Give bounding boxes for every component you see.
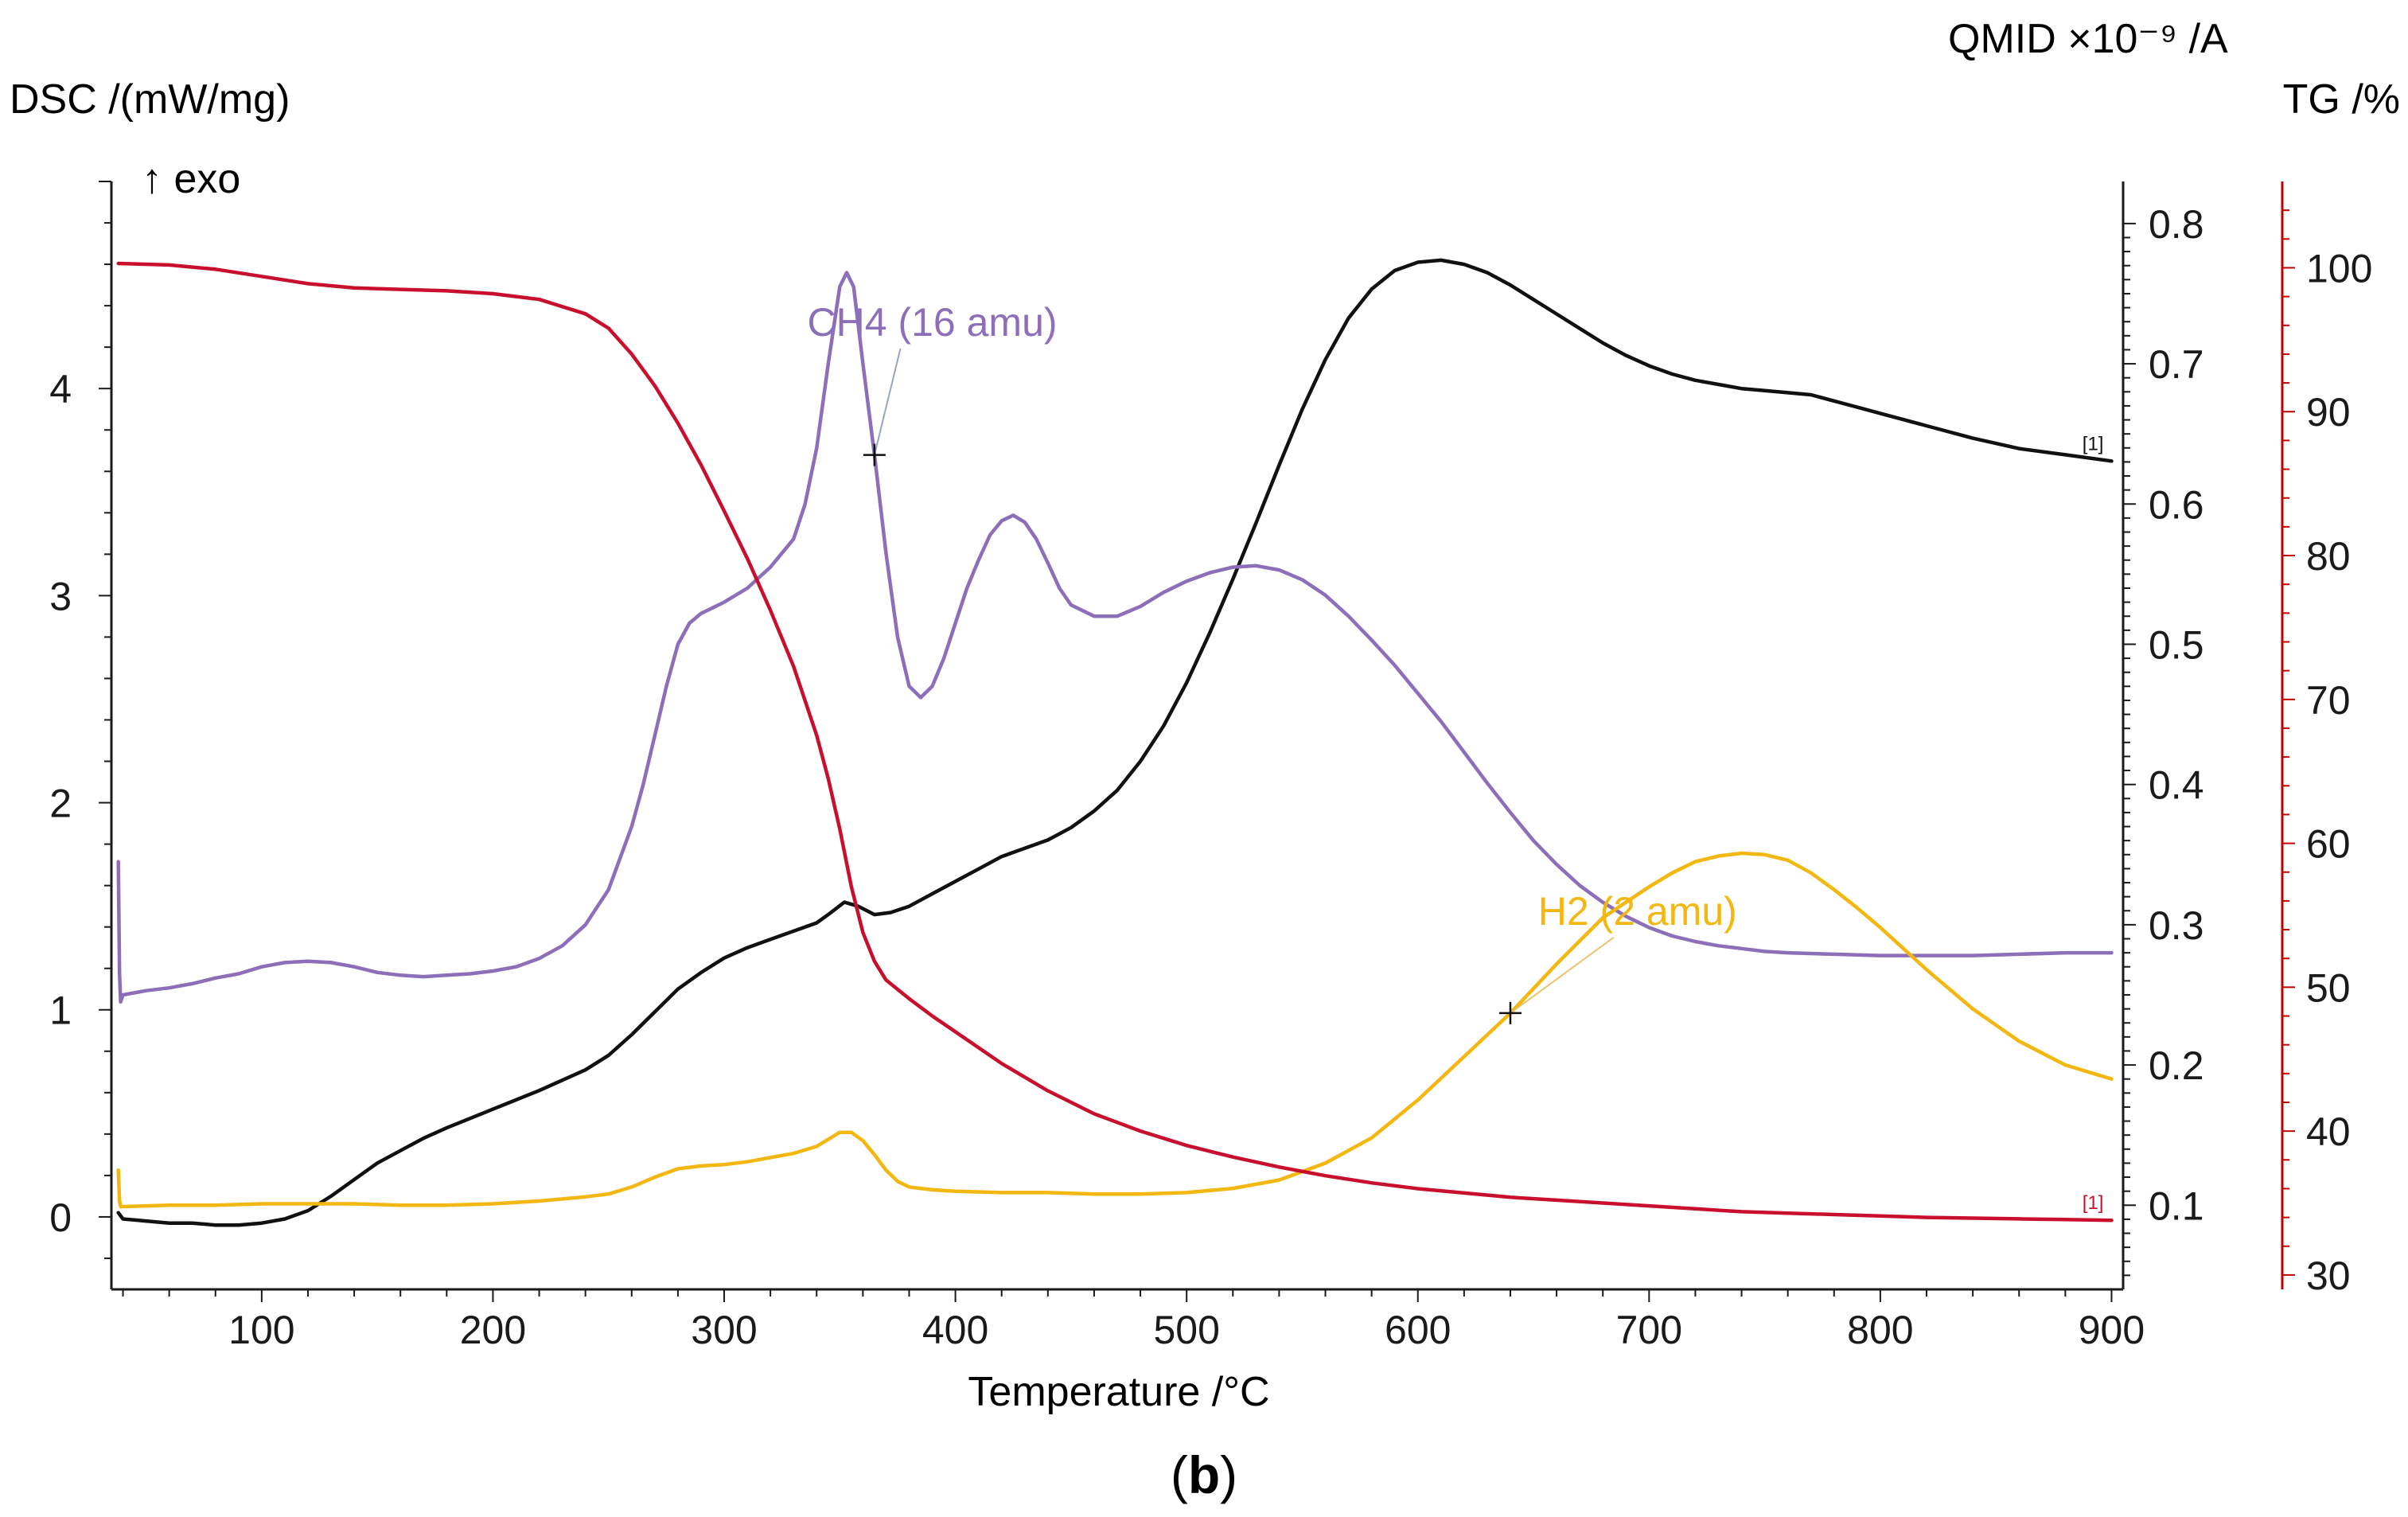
dsc-tick-label: 1	[49, 989, 72, 1033]
x-tick-label: 600	[1385, 1308, 1451, 1352]
x-tick-label: 700	[1616, 1308, 1682, 1352]
figure-caption: (b)	[1171, 1445, 1237, 1504]
qmid-tick-label: 0.1	[2149, 1184, 2204, 1228]
tg-tick-label: 50	[2306, 965, 2351, 1010]
tg-tick-label: 90	[2306, 390, 2351, 435]
dsc-end-marker: [1]	[2083, 433, 2104, 454]
ch4-16-amu-line	[116, 271, 2114, 1004]
x-tick-label: 500	[1153, 1308, 1219, 1352]
dsc-tick-label: 4	[49, 367, 72, 411]
tg-tick-label: 60	[2306, 822, 2351, 867]
x-tick-label: 800	[1847, 1308, 1913, 1352]
qmid-tick-label: 0.8	[2149, 202, 2204, 247]
ch4-leader-line	[873, 348, 902, 455]
ch4-series-label: CH4 (16 amu)	[808, 300, 1058, 345]
tg-tick-label: 40	[2306, 1109, 2351, 1154]
tg-tick-label: 80	[2306, 534, 2351, 579]
tg-line	[116, 261, 2114, 1223]
tg-tick-label: 100	[2306, 246, 2372, 291]
qmid-tick-label: 0.5	[2149, 622, 2204, 667]
axes: 100 200 300 400 500 600 700 800 900 0 1 2 3 4 0.1 0.2 0.…	[49, 181, 2372, 1352]
tg-axis-title: TG /%	[2283, 76, 2400, 123]
annotations: CH4 (16 amu) H2 (2 amu) [1] [1]	[808, 300, 2104, 1214]
figure-caption-letter: b	[1188, 1445, 1220, 1504]
qmid-tick-label: 0.7	[2149, 342, 2204, 387]
h2-leader-line	[1510, 937, 1615, 1014]
exo-direction-label: ↑ exo	[142, 156, 240, 202]
h2-2-amu-line	[116, 851, 2114, 1209]
h2-series-label: H2 (2 amu)	[1538, 889, 1737, 934]
tg-tick-label: 30	[2306, 1254, 2351, 1298]
x-axis-title: Temperature /°C	[968, 1369, 1269, 1415]
qmid-tick-label: 0.2	[2149, 1043, 2204, 1088]
dsc-tick-label: 2	[49, 782, 72, 826]
qmid-tick-label: 0.4	[2149, 763, 2204, 808]
qmid-tick-label: 0.6	[2149, 482, 2204, 527]
tg-end-marker: [1]	[2083, 1192, 2104, 1214]
x-tick-label: 100	[228, 1308, 294, 1352]
dsc-tick-label: 3	[49, 574, 72, 618]
qmid-tick-label: 0.3	[2149, 903, 2204, 948]
x-tick-label: 200	[460, 1308, 526, 1352]
x-tick-label: 300	[691, 1308, 757, 1352]
dsc-tick-label: 0	[49, 1195, 72, 1240]
dsc-line	[116, 258, 2114, 1227]
qmid-axis-title: QMID ×10⁻⁹ /A	[1948, 16, 2228, 62]
tg-tick-label: 70	[2306, 678, 2351, 723]
dsc-axis-title: DSC /(mW/mg)	[10, 76, 290, 123]
series-layer	[116, 258, 2114, 1227]
x-tick-label: 900	[2079, 1308, 2145, 1352]
x-tick-label: 400	[922, 1308, 988, 1352]
